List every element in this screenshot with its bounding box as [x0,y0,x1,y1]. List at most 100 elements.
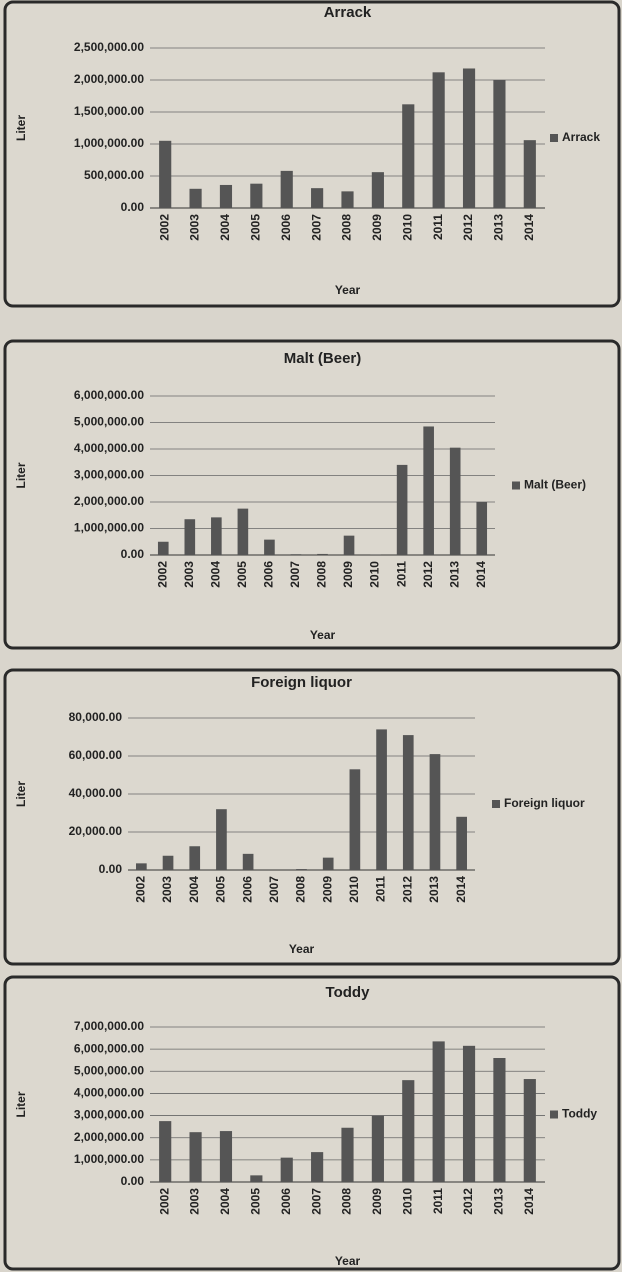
bar [402,735,414,870]
bar [341,1127,354,1182]
x-tick-label: 2010 [368,561,382,588]
bar [322,857,334,870]
bar [211,517,222,555]
x-tick-label: 2004 [218,1188,232,1215]
y-tick-label: 6,000,000.00 [74,1041,144,1055]
x-tick-label: 2007 [309,214,323,241]
bar [280,1157,293,1182]
legend-swatch [512,481,520,490]
legend-label: Toddy [562,1107,597,1121]
bar [136,863,147,870]
bar [189,1132,202,1182]
bar [216,809,227,870]
legend-swatch [492,800,500,808]
bar [349,769,361,870]
y-axis-label: Liter [14,781,28,807]
x-tick-label: 2007 [309,1188,323,1215]
x-tick-label: 2005 [249,214,263,241]
bar [396,464,408,555]
bar [523,1079,536,1182]
bar [462,1045,476,1182]
bar [476,502,488,555]
bar [219,1131,233,1182]
y-tick-label: 4,000,000.00 [74,441,144,455]
bar [341,191,354,208]
x-tick-label: 2009 [370,1188,384,1215]
x-tick-label: 2013 [447,561,461,588]
x-tick-label: 2003 [188,214,202,241]
bar [343,535,355,555]
y-tick-label: 0.00 [121,1174,145,1188]
x-tick-label: 2011 [431,214,445,240]
bar [250,1175,263,1182]
y-tick-label: 500,000.00 [84,168,144,182]
x-tick-label: 2013 [492,214,506,241]
y-tick-label: 4,000,000.00 [74,1086,144,1100]
legend-label: Arrack [562,130,600,144]
bar [449,447,461,555]
y-tick-label: 1,000,000.00 [74,136,144,150]
bar [250,183,263,208]
bar [493,1058,506,1182]
bar [311,188,324,208]
x-tick-label: 2003 [182,561,196,588]
x-tick-label: 2006 [262,561,276,588]
y-tick-label: 40,000.00 [69,786,123,800]
y-tick-label: 5,000,000.00 [74,415,144,429]
x-tick-label: 2008 [340,214,354,241]
x-tick-label: 2014 [474,561,488,588]
bar [402,104,415,208]
x-tick-label: 2008 [340,1188,354,1215]
y-tick-label: 2,000,000.00 [74,494,144,508]
x-tick-label: 2004 [187,876,201,903]
bar [429,754,441,870]
y-tick-label: 1,500,000.00 [74,104,144,118]
x-tick-label: 2008 [294,876,308,903]
x-tick-label: 2011 [431,1188,445,1214]
x-tick-label: 2003 [160,876,174,903]
bar [184,519,196,555]
bar [432,72,445,208]
y-tick-label: 3,000,000.00 [74,1108,144,1122]
x-tick-label: 2011 [374,876,388,902]
y-tick-label: 3,000,000.00 [74,468,144,482]
x-tick-label: 2008 [315,561,329,588]
x-tick-label: 2012 [461,1188,475,1215]
x-tick-label: 2013 [427,876,441,903]
x-tick-label: 2012 [400,876,414,903]
y-tick-label: 5,000,000.00 [74,1063,144,1077]
bar [189,188,202,208]
x-tick-label: 2006 [240,876,254,903]
bar [376,729,387,870]
y-tick-label: 6,000,000.00 [74,388,144,402]
bar [237,508,249,555]
bar [311,1152,324,1182]
x-tick-label: 2014 [454,876,468,903]
bar [189,846,201,870]
bar [280,170,293,208]
panel [3,339,621,650]
x-tick-label: 2002 [157,1188,171,1215]
bar [523,140,536,208]
x-tick-label: 2010 [347,876,361,903]
x-tick-label: 2005 [235,561,249,588]
bar [264,539,275,555]
bar [242,853,254,870]
chart-title: Toddy [326,984,371,1001]
bar [432,1041,445,1182]
bar [162,855,174,870]
bar [402,1080,415,1182]
legend-swatch [550,1110,558,1119]
bar [462,68,476,208]
x-tick-label: 2009 [370,214,384,241]
x-tick-label: 2003 [188,1188,202,1215]
y-tick-label: 7,000,000.00 [74,1019,144,1033]
legend-label: Foreign liquor [504,796,585,810]
x-tick-label: 2005 [214,876,228,903]
bar [296,869,307,870]
x-tick-label: 2006 [279,214,293,241]
x-axis-label: Year [335,283,361,297]
x-tick-label: 2004 [218,214,232,241]
x-tick-label: 2005 [249,1188,263,1215]
x-axis-label: Year [289,942,315,956]
